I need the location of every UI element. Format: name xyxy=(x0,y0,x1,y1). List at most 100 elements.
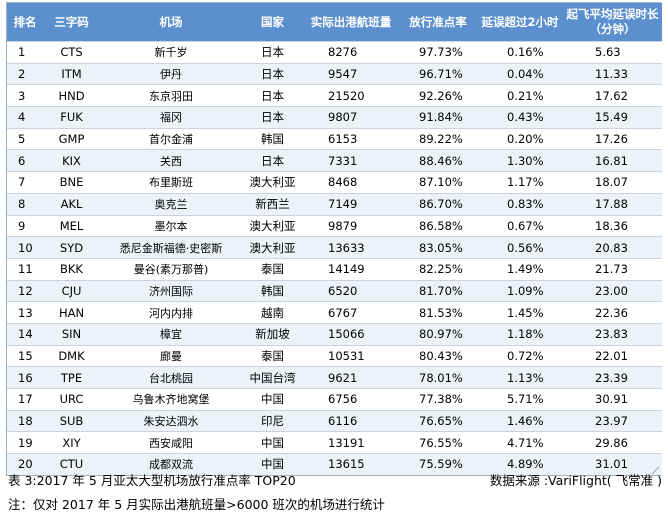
table-header-row: 排名 三字码 机场 国家 实际出港航班量 放行准点率 延误超过2小时 起飞平均延… xyxy=(7,3,662,42)
cell-country: 澳大利亚 xyxy=(242,171,303,194)
data-source: 数据来源 :VariFlight( 飞常准 ) xyxy=(489,473,662,488)
cell-code: DMK xyxy=(43,344,100,367)
cell-code: ITM xyxy=(43,62,100,85)
table-row[interactable]: 18 SUB 朱安达泗水 印尼 6116 76.65% 1.46% 23.97 xyxy=(7,409,662,432)
cell-on-time-rate: 96.71% xyxy=(399,62,477,85)
cell-code: MEL xyxy=(43,214,100,237)
cell-flights: 9621 xyxy=(303,366,399,389)
cell-airport: 新千岁 xyxy=(100,41,242,64)
cell-on-time-rate: 80.43% xyxy=(399,344,477,367)
cell-on-time-rate: 76.65% xyxy=(399,409,477,432)
cell-flights: 8276 xyxy=(303,41,399,64)
cell-delay-over-2h: 0.16% xyxy=(477,41,563,64)
table-row[interactable]: 12 CJU 济州国际 韩国 6520 81.70% 1.09% 23.00 xyxy=(7,279,662,302)
cell-airport: 伊丹 xyxy=(100,62,242,85)
cell-flights: 6756 xyxy=(303,388,399,411)
cell-delay-over-2h: 0.43% xyxy=(477,106,563,129)
cell-avg-delay: 11.33 xyxy=(563,62,662,85)
cell-airport: 西安咸阳 xyxy=(100,431,242,454)
cell-airport: 成都双流 xyxy=(100,453,242,475)
cell-rank: 8 xyxy=(7,192,43,215)
cell-flights: 8468 xyxy=(303,171,399,194)
resize-handle-icon[interactable] xyxy=(652,466,659,474)
table-row[interactable]: 2 ITM 伊丹 日本 9547 96.71% 0.04% 11.33 xyxy=(7,62,662,85)
header-country[interactable]: 国家 xyxy=(242,3,303,42)
header-rank[interactable]: 排名 xyxy=(7,3,43,42)
header-code[interactable]: 三字码 xyxy=(43,3,100,42)
cell-flights: 13633 xyxy=(303,236,399,259)
cell-avg-delay: 21.73 xyxy=(563,257,662,281)
cell-on-time-rate: 92.26% xyxy=(399,84,477,107)
footnote: 注：仅对 2017 年 5 月实际出港航班量>6000 班次的机场进行统计 xyxy=(8,497,385,512)
cell-airport: 台北桃园 xyxy=(100,366,242,389)
header-airport[interactable]: 机场 xyxy=(100,3,242,42)
cell-airport: 樟宜 xyxy=(100,322,242,346)
cell-on-time-rate: 91.84% xyxy=(399,106,477,129)
cell-country: 新加坡 xyxy=(242,322,303,346)
cell-delay-over-2h: 1.30% xyxy=(477,149,563,172)
table-caption: 表 3:2017 年 5 月亚太大型机场放行准点率 TOP20 xyxy=(8,473,296,488)
cell-on-time-rate: 81.53% xyxy=(399,301,477,324)
cell-country: 中国 xyxy=(242,431,303,454)
table-row[interactable]: 6 KIX 关西 日本 7331 88.46% 1.30% 16.81 xyxy=(7,149,662,172)
table-row[interactable]: 16 TPE 台北桃园 中国台湾 9621 78.01% 1.13% 23.39 xyxy=(7,366,662,389)
cell-rank: 5 xyxy=(7,127,43,150)
header-avg-delay-line2: （分钟） xyxy=(589,22,636,36)
table-row[interactable]: 19 XIY 西安咸阳 中国 13191 76.55% 4.71% 29.86 xyxy=(7,431,662,454)
table-row[interactable]: 15 DMK 廊曼 泰国 10531 80.43% 0.72% 22.01 xyxy=(7,344,662,367)
cell-rank: 19 xyxy=(7,431,43,454)
table-row[interactable]: 4 FUK 福冈 日本 9807 91.84% 0.43% 15.49 xyxy=(7,106,662,129)
table-row[interactable]: 17 URC 乌鲁木齐地窝堡 中国 6756 77.38% 5.71% 30.91 xyxy=(7,388,662,411)
cell-flights: 14149 xyxy=(303,257,399,281)
cell-country: 印尼 xyxy=(242,409,303,432)
airport-ranking-table-frame: 排名 三字码 机场 国家 实际出港航班量 放行准点率 延误超过2小时 起飞平均延… xyxy=(6,2,662,476)
table-row[interactable]: 3 HND 东京羽田 日本 21520 92.26% 0.21% 17.62 xyxy=(7,84,662,107)
cell-country: 澳大利亚 xyxy=(242,236,303,259)
cell-airport: 福冈 xyxy=(100,106,242,129)
header-flights[interactable]: 实际出港航班量 xyxy=(303,3,399,42)
cell-rank: 1 xyxy=(7,41,43,64)
cell-rank: 9 xyxy=(7,214,43,237)
cell-code: BNE xyxy=(43,171,100,194)
cell-code: GMP xyxy=(43,127,100,150)
cell-delay-over-2h: 0.67% xyxy=(477,214,563,237)
table-row[interactable]: 5 GMP 首尔金浦 韩国 6153 89.22% 0.20% 17.26 xyxy=(7,127,662,150)
cell-airport: 悉尼金斯福德·史密斯 xyxy=(100,236,242,259)
table-row[interactable]: 14 SIN 樟宜 新加坡 15066 80.97% 1.18% 23.83 xyxy=(7,322,662,346)
cell-rank: 17 xyxy=(7,388,43,411)
cell-rank: 12 xyxy=(7,279,43,302)
cell-country: 日本 xyxy=(242,84,303,107)
cell-rank: 2 xyxy=(7,62,43,85)
table-row[interactable]: 1 CTS 新千岁 日本 8276 97.73% 0.16% 5.63 xyxy=(7,41,662,64)
header-on-time-rate[interactable]: 放行准点率 xyxy=(399,3,477,42)
cell-code: FUK xyxy=(43,106,100,129)
cell-airport: 首尔金浦 xyxy=(100,127,242,150)
cell-avg-delay: 23.83 xyxy=(563,322,662,346)
cell-avg-delay: 23.97 xyxy=(563,409,662,432)
table-row[interactable]: 9 MEL 墨尔本 澳大利亚 9879 86.58% 0.67% 18.36 xyxy=(7,214,662,237)
table-row[interactable]: 20 CTU 成都双流 中国 13615 75.59% 4.89% 31.01 xyxy=(7,453,662,475)
cell-avg-delay: 17.26 xyxy=(563,127,662,150)
cell-rank: 10 xyxy=(7,236,43,259)
header-avg-delay[interactable]: 起飞平均延误时长 （分钟） xyxy=(563,3,662,42)
cell-delay-over-2h: 1.45% xyxy=(477,301,563,324)
table-row[interactable]: 13 HAN 河内内排 越南 6767 81.53% 1.45% 22.36 xyxy=(7,301,662,324)
table-row[interactable]: 7 BNE 布里斯班 澳大利亚 8468 87.10% 1.17% 18.07 xyxy=(7,171,662,194)
cell-on-time-rate: 77.38% xyxy=(399,388,477,411)
cell-code: HAN xyxy=(43,301,100,324)
cell-avg-delay: 23.39 xyxy=(563,366,662,389)
cell-rank: 6 xyxy=(7,149,43,172)
table-row[interactable]: 10 SYD 悉尼金斯福德·史密斯 澳大利亚 13633 83.05% 0.56% 20.83 xyxy=(7,236,662,259)
cell-on-time-rate: 86.58% xyxy=(399,214,477,237)
cell-code: CJU xyxy=(43,279,100,302)
table-row[interactable]: 11 BKK 曼谷(素万那普) 泰国 14149 82.25% 1.49% 21.73 xyxy=(7,257,662,281)
cell-delay-over-2h: 0.21% xyxy=(477,84,563,107)
cell-on-time-rate: 75.59% xyxy=(399,453,477,475)
cell-country: 中国 xyxy=(242,453,303,475)
table-row[interactable]: 8 AKL 奥克兰 新西兰 7149 86.70% 0.83% 17.88 xyxy=(7,192,662,215)
cell-country: 韩国 xyxy=(242,127,303,150)
cell-delay-over-2h: 1.18% xyxy=(477,322,563,346)
header-delay-over-2h[interactable]: 延误超过2小时 xyxy=(477,3,563,42)
cell-on-time-rate: 76.55% xyxy=(399,431,477,454)
cell-delay-over-2h: 4.71% xyxy=(477,431,563,454)
